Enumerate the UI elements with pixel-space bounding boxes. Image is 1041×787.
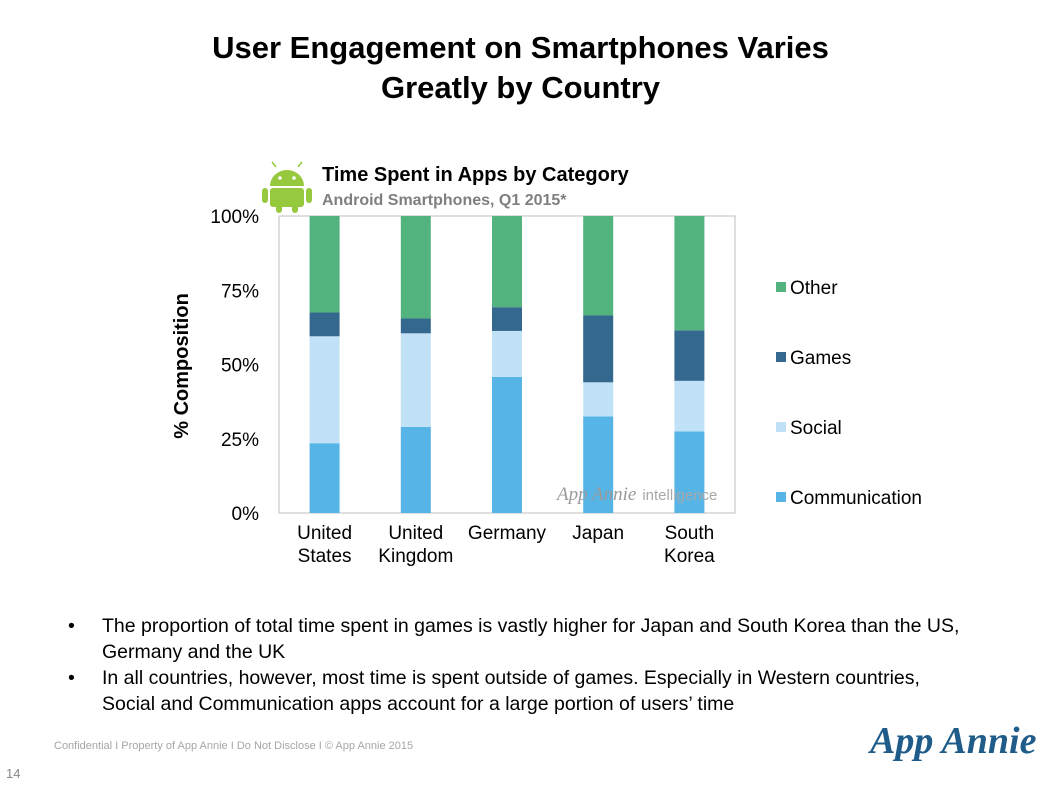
bar-segment-communication [309,443,340,513]
bar-segment-social [583,382,614,417]
bar-segment-games [583,315,614,383]
legend-item: Social [776,418,842,439]
legend-label: Other [790,278,838,299]
x-tick-label: United [297,523,352,544]
y-tick-label: 50% [221,356,259,377]
y-tick-label: 25% [221,430,259,451]
bar-segment-social [492,330,522,377]
bar-segment-communication [674,431,705,513]
legend-item: Games [776,348,851,369]
watermark-logo: App Annie [555,484,636,505]
bar-segment-communication [492,376,522,513]
notes-list: • The proportion of total time spent in … [62,613,962,717]
bar-segment-games [674,330,705,381]
watermark-suffix: intelligence [642,487,717,504]
legend-label: Games [790,348,851,369]
legend-item: Other [776,278,838,299]
slide-title: User Engagement on Smartphones Varies Gr… [60,28,981,108]
legend-swatch [776,352,786,362]
bar-segment-social [400,333,431,427]
bar-segment-other [400,216,431,319]
legend-swatch [776,422,786,432]
bullet-icon: • [68,667,75,689]
legend-swatch [776,492,786,502]
bar-segment-other [309,216,340,313]
android-robot-icon [262,161,312,213]
bar-segment-social [309,336,340,444]
y-tick-label: 0% [232,504,260,525]
bar-segment-other [492,216,522,308]
bar-segment-other [583,216,614,316]
app-annie-logo: App Annie [868,720,1037,762]
legend-item: Communication [776,488,922,509]
bar-segment-communication [400,426,431,513]
y-tick-label: 100% [210,207,259,228]
page-number: 14 [6,766,21,781]
bar-segment-games [309,312,340,337]
note-text: In all countries, however, most time is … [102,667,920,715]
note-text: The proportion of total time spent in ga… [102,615,960,663]
note-item: • The proportion of total time spent in … [62,613,962,665]
slide-title-line-1: User Engagement on Smartphones Varies [212,30,829,65]
bullet-icon: • [68,615,75,637]
slide-title-line-2: Greatly by Country [380,70,661,105]
watermark: App Annie intelligence [555,484,717,505]
bar-segment-other [674,216,705,331]
y-axis-label: % Composition [171,293,193,439]
footer-text: Confidential I Property of App Annie I D… [54,740,414,752]
y-tick-label: 75% [221,281,259,302]
bar-segment-communication [583,416,614,513]
legend-label: Communication [790,488,922,509]
x-tick-label: Kingdom [378,546,453,567]
y-axis-ticks: 0% 25% 50% 75% 100% [210,207,259,525]
bar-segment-social [674,380,705,432]
note-item: • In all countries, however, most time i… [62,665,962,717]
bar-segment-games [492,307,522,331]
chart-subtitle: Android Smartphones, Q1 2015* [322,192,567,209]
x-tick-label: United [388,523,443,544]
legend-label: Social [790,418,842,439]
bars [309,216,705,513]
chart-title: Time Spent in Apps by Category [322,164,630,186]
legend: Other Games Social Communication [776,278,922,509]
x-tick-label: Germany [468,523,547,544]
x-tick-label: Japan [572,523,624,544]
bar-segment-games [400,318,431,334]
legend-swatch [776,282,786,292]
x-tick-label: South [665,523,715,544]
x-tick-label: States [298,546,352,567]
x-tick-label: Korea [664,546,715,567]
